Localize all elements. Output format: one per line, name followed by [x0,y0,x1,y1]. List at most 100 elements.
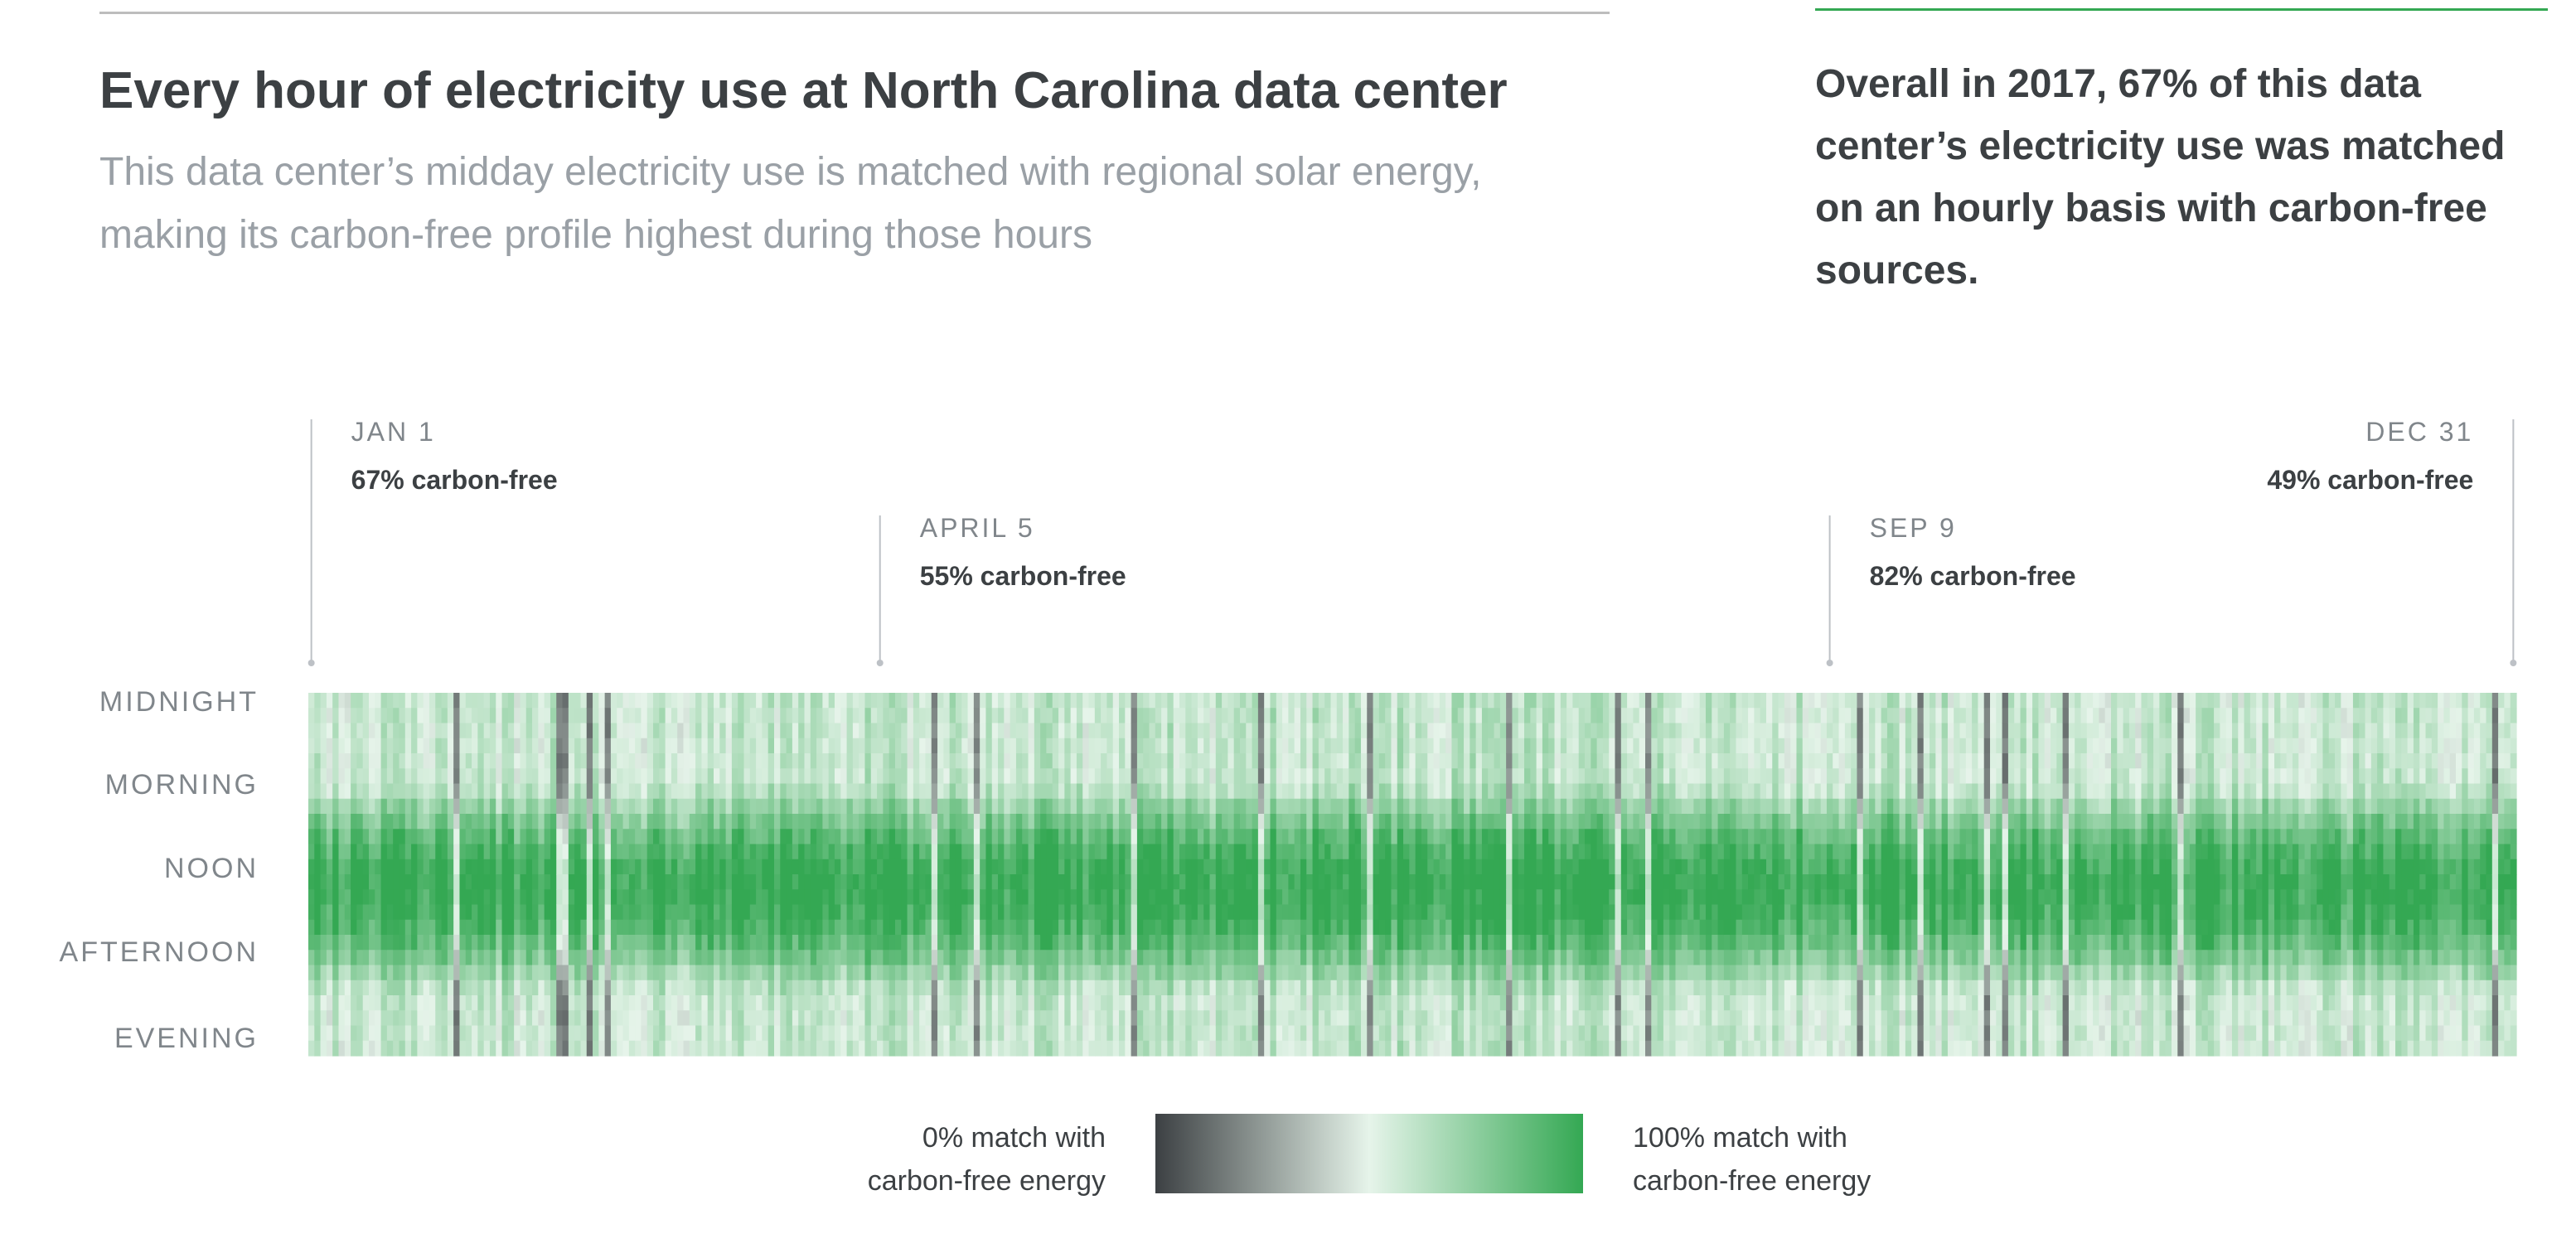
heatmap-cell [883,904,890,921]
heatmap-cell [1378,1040,1386,1057]
heatmap-cell [828,1040,835,1057]
heatmap-cell [1252,1025,1259,1042]
heatmap-cell [332,798,340,815]
heatmap-cell [701,874,709,890]
heatmap-cell [894,829,902,845]
heatmap-cell [1445,753,1453,769]
heatmap-cell [852,814,859,830]
heatmap-cell [1343,768,1349,785]
heatmap-cell [834,1025,841,1042]
heatmap-cell [1270,935,1277,951]
heatmap-cell [593,904,599,921]
heatmap-cell [707,965,714,981]
heatmap-cell [653,844,660,860]
heatmap-cell [1536,1010,1543,1027]
heatmap-cell [1161,904,1169,921]
heatmap-cell [810,844,817,860]
heatmap-cell [447,753,454,769]
heatmap-cell [1343,995,1349,1011]
heatmap-cell [574,693,582,709]
heatmap-cell [362,935,370,951]
heatmap-cell [1185,723,1193,739]
heatmap-cell [1300,798,1307,815]
heatmap-cell [961,798,969,815]
heatmap-cell [859,874,866,890]
heatmap-cell [447,1010,454,1027]
heatmap-cell [501,919,509,936]
heatmap-cell [1343,798,1349,815]
heatmap-cell [1445,814,1453,830]
heatmap-cell [931,708,938,724]
heatmap-cell [1475,980,1483,996]
heatmap-cell [351,874,357,890]
heatmap-cell [628,980,636,996]
heatmap-cell [1058,919,1065,936]
heatmap-cell [1131,693,1138,709]
heatmap-cell [798,919,806,936]
heatmap-cell [1524,980,1531,996]
heatmap-cell [314,1040,322,1057]
heatmap-cell [1481,919,1489,936]
heatmap-cell [1385,1010,1392,1027]
heatmap-cell [907,693,914,709]
heatmap-cell [695,935,703,951]
heatmap-cell [998,1025,1005,1042]
heatmap-cell [1542,935,1549,951]
heatmap-cell [550,935,557,951]
heatmap-cell [1427,980,1435,996]
heatmap-cell [580,1040,588,1057]
heatmap-cell [1191,738,1198,754]
heatmap-cell [1257,859,1265,875]
heatmap-cell [1246,1040,1253,1057]
heatmap-cell [1064,889,1072,906]
heatmap-cell [1070,723,1077,739]
heatmap-cell [749,904,757,921]
heatmap-cell [931,829,938,845]
heatmap-cell [1385,844,1392,860]
heatmap-cell [1197,783,1204,800]
heatmap-cell [1209,753,1217,769]
heatmap-cell [520,844,527,860]
heatmap-cell [1082,980,1090,996]
heatmap-cell [1494,1025,1501,1042]
heatmap-cell [1282,723,1289,739]
heatmap-cell [520,965,527,981]
heatmap-cell [1488,768,1495,785]
heatmap-cell [496,693,503,709]
heatmap-cell [1264,738,1271,754]
heatmap-cell [525,965,533,981]
heatmap-cell [1360,814,1368,830]
heatmap-cell [550,859,557,875]
heatmap-cell [1010,889,1017,906]
heatmap-cell [1112,783,1120,800]
heatmap-cell [351,783,357,800]
heatmap-cell [846,814,854,830]
heatmap-cell [1488,814,1495,830]
heatmap-cell [1542,723,1549,739]
heatmap-cell [617,1010,624,1027]
heatmap-cell [393,844,400,860]
heatmap-cell [344,904,351,921]
heatmap-cell [514,723,521,739]
heatmap-cell [617,859,624,875]
heatmap-cell [883,859,890,875]
heatmap-cell [1391,950,1398,966]
heatmap-cell [653,798,660,815]
summary-divider [1815,8,2548,11]
heatmap-cell [1209,935,1217,951]
heatmap-cell [332,708,340,724]
heatmap-cell [1106,1010,1114,1027]
heatmap-cell [459,708,467,724]
heatmap-cell [1112,859,1120,875]
heatmap-cell [828,844,835,860]
heatmap-cell [1512,965,1519,981]
heatmap-cell [562,723,569,739]
heatmap-cell [1439,935,1446,951]
heatmap-cell [1040,919,1048,936]
heatmap-cell [852,965,859,981]
heatmap-cell [1324,723,1332,739]
heatmap-cell [738,708,745,724]
heatmap-cell [1378,738,1386,754]
heatmap-cell [985,1010,993,1027]
heatmap-cell [1203,829,1211,845]
